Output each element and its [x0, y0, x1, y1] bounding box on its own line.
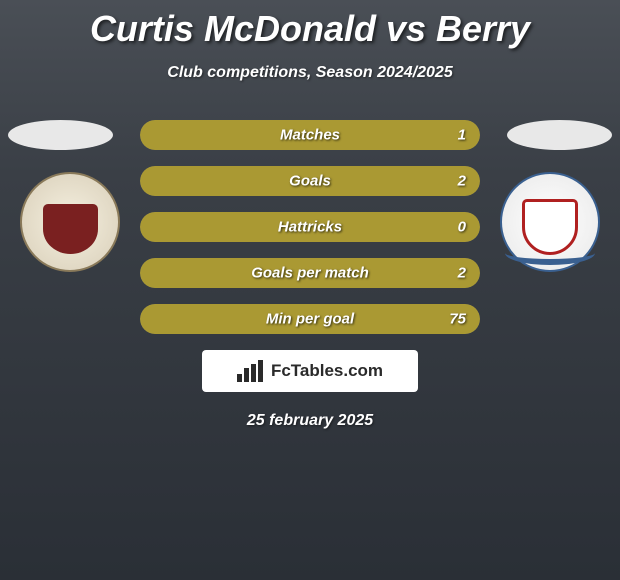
stat-value: 1	[458, 127, 466, 144]
stat-bar: Matches 1	[140, 120, 480, 150]
stat-bar: Min per goal 75	[140, 304, 480, 334]
stat-bar: Goals per match 2	[140, 258, 480, 288]
stat-bar: Hattricks 0	[140, 212, 480, 242]
player-left-oval	[8, 120, 113, 150]
stat-label: Goals per match	[251, 265, 369, 282]
stat-label: Matches	[280, 127, 340, 144]
stat-value: 0	[458, 219, 466, 236]
brand-text: FcTables.com	[271, 361, 383, 381]
player-right-oval	[507, 120, 612, 150]
date-text: 25 february 2025	[0, 412, 620, 430]
bars-icon	[237, 360, 265, 382]
stat-value: 2	[458, 265, 466, 282]
subtitle: Club competitions, Season 2024/2025	[0, 64, 620, 82]
club-crest-left	[20, 172, 120, 272]
brand-badge[interactable]: FcTables.com	[202, 350, 418, 392]
page-title: Curtis McDonald vs Berry	[0, 0, 620, 50]
stat-value: 75	[449, 311, 466, 328]
stat-label: Hattricks	[278, 219, 342, 236]
stat-label: Goals	[289, 173, 331, 190]
stat-bar: Goals 2	[140, 166, 480, 196]
stats-bars: Matches 1 Goals 2 Hattricks 0 Goals per …	[140, 120, 480, 334]
stat-value: 2	[458, 173, 466, 190]
stat-label: Min per goal	[266, 311, 354, 328]
club-crest-right	[500, 172, 600, 272]
comparison-panel: Matches 1 Goals 2 Hattricks 0 Goals per …	[0, 120, 620, 334]
